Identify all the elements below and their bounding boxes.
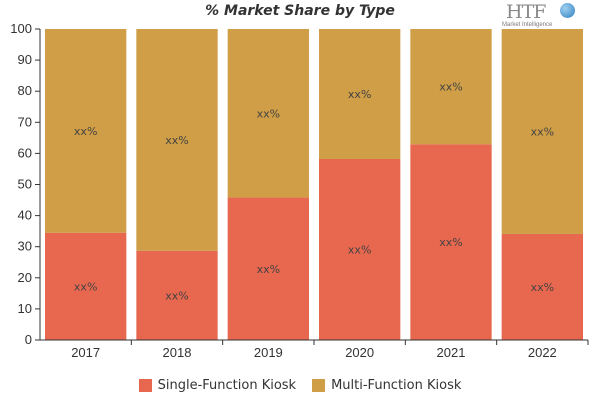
- data-label: xx%: [531, 281, 554, 294]
- legend-item[interactable]: Multi-Function Kiosk: [312, 378, 461, 393]
- y-tick-label: 100: [10, 21, 32, 36]
- bar-segment-single-function: [410, 144, 492, 340]
- x-tick-label: 2021: [437, 345, 466, 360]
- data-label: xx%: [439, 236, 462, 249]
- x-tick-label: 2019: [254, 345, 283, 360]
- bar-segment-single-function: [501, 233, 583, 340]
- y-tick-label: 10: [18, 301, 32, 316]
- bar-segment-single-function: [319, 158, 401, 340]
- bar-segment-multi-function: [410, 29, 492, 145]
- data-label: xx%: [165, 134, 188, 147]
- data-label: xx%: [257, 263, 280, 276]
- y-tick-label: 30: [18, 239, 32, 254]
- bar-segment-multi-function: [501, 29, 583, 234]
- globe-icon: [560, 3, 575, 18]
- brand-logo: HTF Market Intelligence: [498, 1, 590, 31]
- data-label: xx%: [531, 125, 554, 138]
- y-tick-label: 70: [18, 114, 32, 129]
- data-label: xx%: [74, 125, 97, 138]
- x-tick-label: 2018: [163, 345, 192, 360]
- y-tick-label: 0: [25, 332, 32, 347]
- bar-segment-multi-function: [319, 29, 401, 159]
- x-tick-label: 2020: [345, 345, 374, 360]
- data-label: xx%: [165, 289, 188, 302]
- bar-segment-single-function: [136, 250, 218, 340]
- x-tick-label: 2022: [528, 345, 557, 360]
- bar-segment-multi-function: [45, 29, 127, 233]
- y-tick-label: 80: [18, 83, 32, 98]
- data-label: xx%: [348, 88, 371, 101]
- y-tick-label: 90: [18, 52, 32, 67]
- bar-segment-multi-function: [227, 29, 309, 198]
- y-tick-label: 20: [18, 270, 32, 285]
- legend-label: Multi-Function Kiosk: [331, 378, 462, 393]
- y-tick-label: 60: [18, 145, 32, 160]
- data-label: xx%: [348, 243, 371, 256]
- bar-segment-single-function: [45, 232, 127, 340]
- x-tick-label: 2017: [71, 345, 100, 360]
- legend-item[interactable]: Single-Function Kiosk: [138, 378, 297, 393]
- data-label: xx%: [439, 81, 462, 94]
- chart-legend: Single-Function Kiosk Multi-Function Kios…: [0, 378, 600, 393]
- data-label: xx%: [74, 280, 97, 293]
- bar-segment-single-function: [227, 197, 309, 340]
- chart-title: % Market Share by Type: [205, 3, 395, 19]
- legend-label: Single-Function Kiosk: [157, 378, 297, 393]
- legend-swatch: [138, 379, 152, 392]
- logo-mark: HTF: [506, 1, 546, 23]
- y-tick-label: 40: [18, 208, 32, 223]
- bar-segment-multi-function: [136, 29, 218, 251]
- logo-subtitle: Market Intelligence: [502, 22, 553, 28]
- legend-swatch: [312, 379, 326, 392]
- data-label: xx%: [257, 107, 280, 120]
- y-tick-label: 50: [18, 177, 32, 192]
